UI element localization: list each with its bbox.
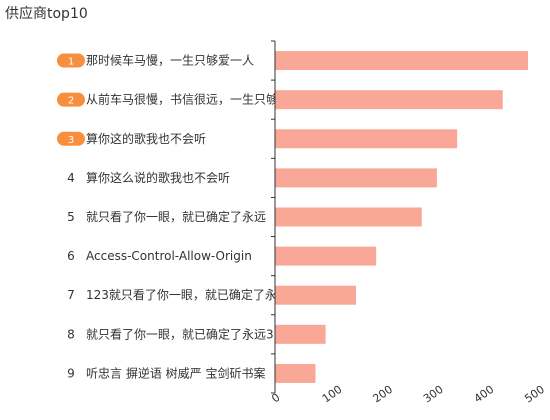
bar — [275, 207, 422, 227]
bars-layer — [275, 51, 528, 383]
x-tick-label: 500 — [522, 383, 547, 406]
bar — [275, 51, 528, 71]
category-label: 就只看了你一眼，就已确定了永远3 — [86, 326, 274, 341]
category-label: Access-Control-Allow-Origin — [86, 249, 252, 263]
bar — [275, 168, 437, 188]
x-axis: 0 100 200 300 400 500 — [269, 383, 547, 406]
bar — [275, 90, 503, 110]
category-label: 就只看了你一眼，就已确定了永远 — [86, 209, 266, 224]
x-tick-label: 400 — [472, 383, 497, 406]
rank-number: 4 — [67, 171, 75, 185]
category-labels: 1 那时候车马慢，一生只够爱一人 2 从前车马很慢，书信很远，一生只够爱一人 3 算你这的… — [57, 53, 314, 380]
rank-number: 5 — [67, 210, 75, 224]
rank-badge — [57, 131, 85, 146]
bar — [275, 363, 316, 383]
chart-title: 供应商top10 — [5, 6, 88, 22]
rank-number: 7 — [67, 288, 75, 302]
x-tick-label: 100 — [320, 383, 345, 406]
category-label: 算你这么说的歌我也不会听 — [86, 170, 230, 185]
bar — [275, 285, 356, 305]
rank-number: 8 — [67, 327, 75, 341]
rank-number: 2 — [68, 96, 74, 107]
x-tick-label: 300 — [421, 383, 446, 406]
y-axis — [271, 40, 276, 394]
rank-number: 1 — [68, 57, 74, 68]
bar — [275, 246, 377, 266]
category-label: 那时候车马慢，一生只够爱一人 — [86, 53, 254, 68]
rank-number: 9 — [67, 366, 75, 380]
rank-number: 3 — [68, 135, 74, 146]
bar — [275, 129, 458, 149]
category-label: 听忠言 摒逆语 树威严 宝剑斫书案 — [86, 365, 265, 380]
category-label: 123就只看了你一眼，就已确定了永远 — [86, 287, 289, 302]
rank-badge — [57, 92, 85, 107]
rank-number: 6 — [67, 249, 75, 263]
x-tick-label: 200 — [370, 383, 395, 406]
category-label: 算你这的歌我也不会听 — [86, 131, 206, 146]
bar — [275, 324, 326, 344]
rank-badge — [57, 53, 85, 68]
category-label: 从前车马很慢，书信很远，一生只够爱一人 — [86, 92, 314, 107]
x-tick-label: 0 — [269, 391, 282, 406]
